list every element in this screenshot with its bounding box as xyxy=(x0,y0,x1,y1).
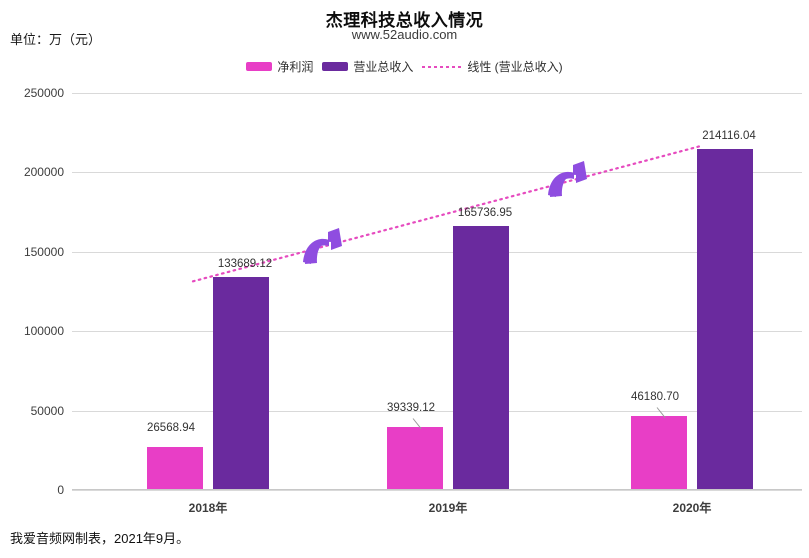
bar-value-label: 46180.70 xyxy=(631,390,679,403)
gridline xyxy=(72,490,802,491)
y-axis-tick-label: 150000 xyxy=(23,244,64,259)
bar-value-label: 165736.95 xyxy=(457,206,513,219)
legend-label-total-revenue: 营业总收入 xyxy=(353,60,414,74)
bar-value-label: 26568.94 xyxy=(147,421,195,434)
legend-item-net-profit[interactable]: 净利润 xyxy=(246,58,313,75)
legend-item-trendline[interactable]: 线性 (营业总收入) xyxy=(422,58,563,75)
y-axis-tick-label: 200000 xyxy=(23,165,64,180)
gridline xyxy=(72,410,802,412)
y-axis-tick-label: 50000 xyxy=(30,403,64,418)
y-axis-tick-label: 100000 xyxy=(23,324,64,339)
bar-net-profit-2020年[interactable] xyxy=(631,415,687,489)
bar-total-revenue-2018年[interactable] xyxy=(213,276,269,489)
gridline xyxy=(72,251,802,253)
bar-net-profit-2019年[interactable] xyxy=(387,426,443,489)
bar-value-label: 133689.12 xyxy=(217,257,273,270)
chart-title: 杰理科技总收入情况 xyxy=(325,11,484,30)
chart-subtitle: www.52audio.com xyxy=(351,27,458,42)
x-axis-label-2019年: 2019年 xyxy=(428,501,468,515)
gridline xyxy=(72,172,802,174)
gridline xyxy=(72,93,802,94)
x-axis-label-2020年: 2020年 xyxy=(672,501,712,515)
x-axis-baseline xyxy=(72,489,802,490)
y-axis-tick-label: 0 xyxy=(57,483,64,497)
legend-item-total-revenue[interactable]: 营业总收入 xyxy=(322,58,413,75)
legend-label-net-profit: 净利润 xyxy=(277,60,314,74)
y-axis-tick-label: 250000 xyxy=(23,86,64,100)
plot-area: 0 50000 100000 150000 200000 250000 26568.94 1… xyxy=(24,86,802,497)
legend-swatch-total-revenue xyxy=(322,62,349,71)
bar-total-revenue-2019年[interactable] xyxy=(453,225,509,489)
bar-net-profit-2018年[interactable] xyxy=(147,446,203,489)
x-axis-label-2018年: 2018年 xyxy=(188,501,228,515)
legend-swatch-net-profit xyxy=(246,62,273,71)
legend-label-trendline: 线性 (营业总收入) xyxy=(467,60,563,74)
bar-value-label: 39339.12 xyxy=(387,401,435,414)
legend-dotted-line-icon xyxy=(422,65,463,68)
bar-total-revenue-2020年[interactable] xyxy=(697,148,753,489)
footer-note: 我爱音频网制表，2021年9月。 xyxy=(10,531,190,546)
gridline xyxy=(72,331,802,333)
chart-legend: 净利润 营业总收入 线性 (营业总收入) xyxy=(0,58,809,75)
unit-label: 单位：万（元） xyxy=(10,32,102,47)
bar-value-label: 214116.04 xyxy=(702,129,756,142)
